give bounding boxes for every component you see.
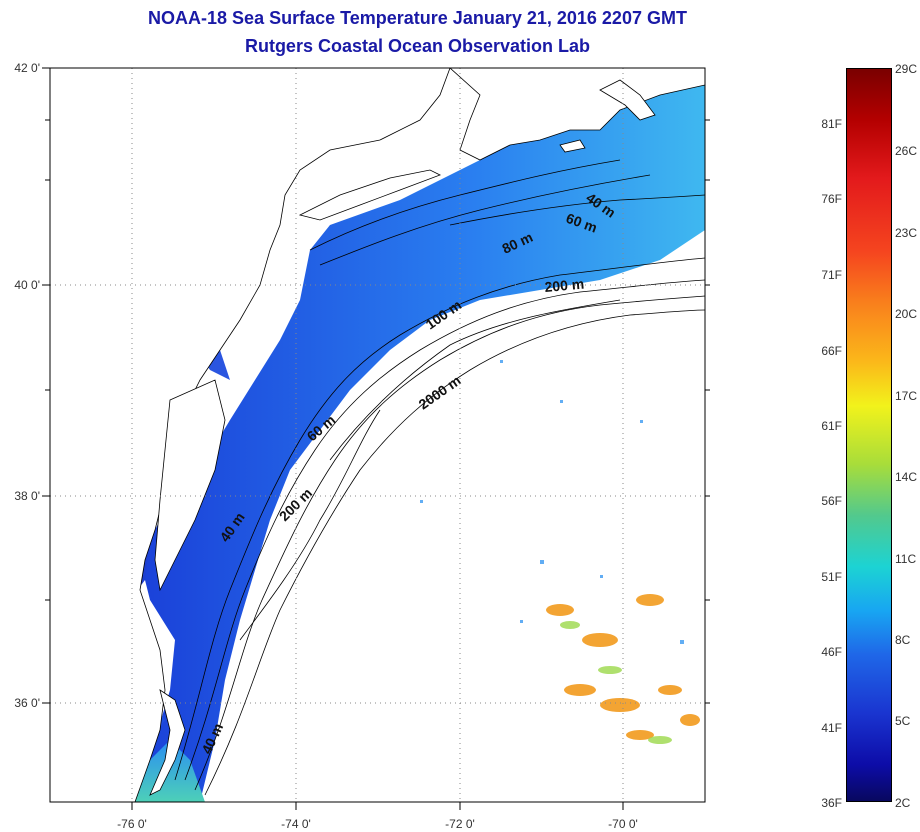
- y-tick-label: 38 0': [14, 489, 40, 503]
- colorbar-c-label: 29C: [895, 62, 918, 76]
- colorbar-f-label: 51F: [821, 570, 842, 584]
- colorbar-c-label: 26C: [895, 144, 918, 158]
- shelf-water: [130, 85, 705, 802]
- x-tick-label: -70 0': [608, 817, 638, 831]
- cape-cod: [599, 79, 656, 121]
- gulf-stream-patches: [546, 594, 700, 740]
- x-tick-label: -76 0': [117, 817, 147, 831]
- outer-banks: [149, 689, 186, 796]
- new-england: [449, 68, 705, 161]
- colorbar-f-label: 81F: [821, 117, 842, 131]
- colorbar-f-label: 56F: [821, 494, 842, 508]
- graticule: [50, 68, 705, 802]
- colorbar-f-label: 41F: [821, 721, 842, 735]
- nantucket: [559, 139, 586, 153]
- colorbar-c-label: 2C: [895, 796, 911, 810]
- map-subtitle: Rutgers Coastal Ocean Observation Lab: [244, 36, 591, 56]
- colorbar-f-label: 71F: [821, 268, 842, 282]
- x-tick-label: -74 0': [281, 817, 311, 831]
- colorbar-c-label: 17C: [895, 389, 918, 403]
- y-tick-label: 36 0': [14, 696, 40, 710]
- colorbar-c-label: 14C: [895, 470, 918, 484]
- map-frame: [49, 67, 706, 803]
- colorbar-c-label: 23C: [895, 226, 918, 240]
- temperature-colorbar: [846, 68, 892, 802]
- tick-marks: [42, 67, 710, 810]
- depth-label: 200 m: [544, 276, 585, 295]
- scattered-pixels: [420, 360, 684, 644]
- map-title: NOAA-18 Sea Surface Temperature January …: [148, 8, 687, 28]
- colorbar-c-label: 11C: [895, 552, 917, 566]
- warm-edge: [560, 621, 672, 744]
- colorbar-f-label: 46F: [821, 645, 842, 659]
- colorbar-c-label: 20C: [895, 307, 918, 321]
- colorbar-f-label: 76F: [821, 192, 842, 206]
- delmarva: [154, 379, 226, 592]
- y-tick-label: 42 0': [14, 61, 40, 75]
- y-tick-label: 40 0': [14, 278, 40, 292]
- colorbar-f-label: 66F: [821, 344, 842, 358]
- colorbar-c-label: 8C: [895, 633, 911, 647]
- colorbar-f-label: 36F: [821, 796, 842, 810]
- long-island: [298, 169, 441, 221]
- bathymetry-contours: [174, 159, 705, 796]
- colorbar-c-label: 5C: [895, 714, 911, 728]
- colorbar-f-label: 61F: [821, 419, 842, 433]
- x-tick-label: -72 0': [445, 817, 475, 831]
